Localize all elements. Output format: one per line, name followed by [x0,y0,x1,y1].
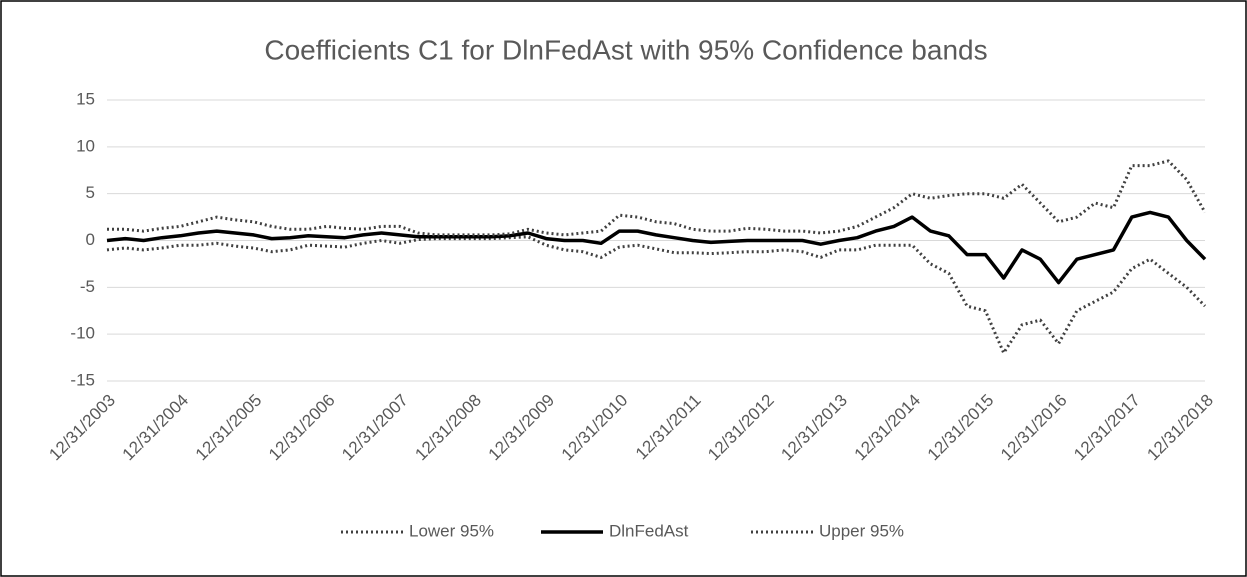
y-tick-label: -5 [80,277,95,296]
series-line [106,210,1207,285]
series-line [106,235,1207,355]
legend-label: Lower 95% [409,521,494,540]
y-tick-label: 10 [76,136,95,155]
y-tick-label: 0 [86,230,95,249]
chart-title: Coefficients C1 for DlnFedAst with 95% C… [264,34,987,65]
series-line [107,159,1207,237]
legend-label: Upper 95% [819,521,904,540]
y-tick-label: 15 [76,89,95,108]
y-tick-label: -10 [70,324,95,343]
y-tick-label: 5 [86,183,95,202]
legend-label: DlnFedAst [609,521,689,540]
y-tick-label: -15 [70,370,95,389]
